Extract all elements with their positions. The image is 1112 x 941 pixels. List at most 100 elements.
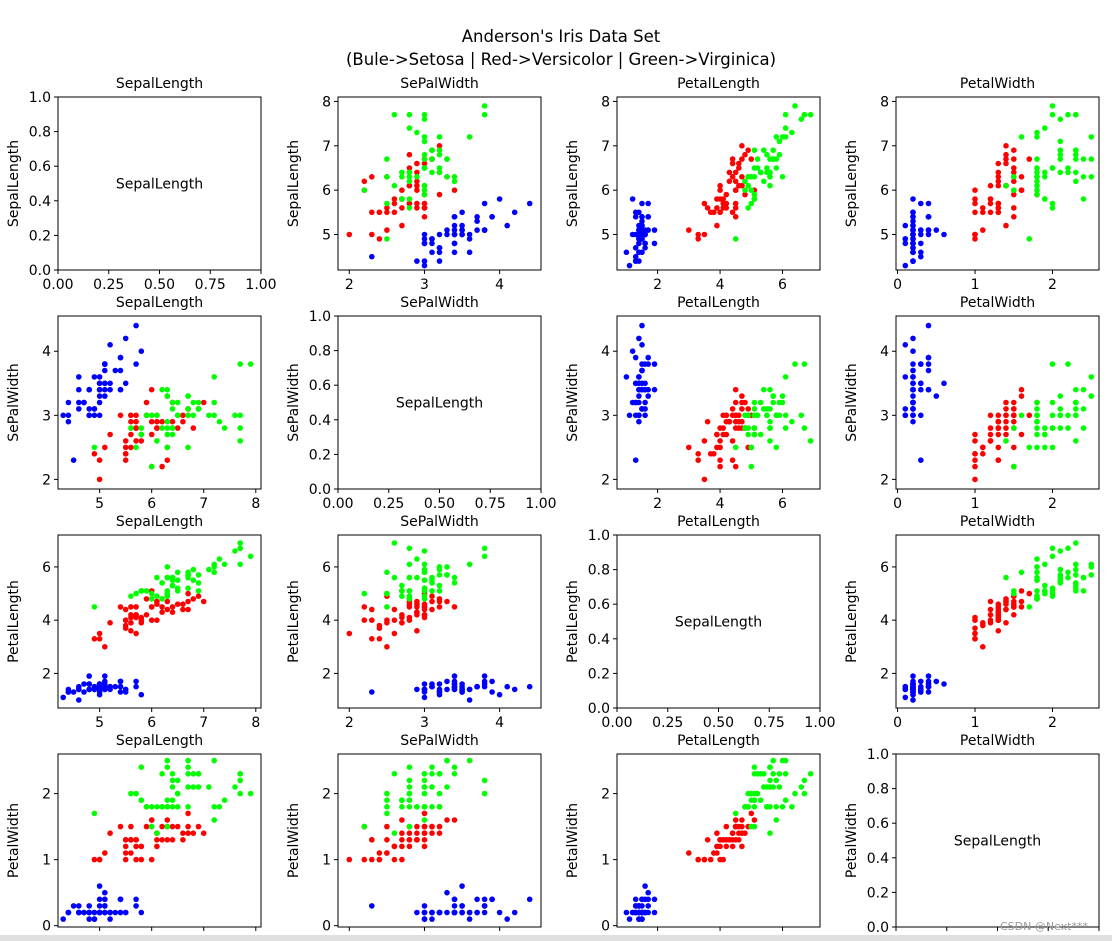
y-tick-label: 0.6 bbox=[29, 159, 51, 175]
data-point-setosa bbox=[526, 683, 533, 690]
data-point-versicolor bbox=[421, 843, 428, 850]
y-tick-label: 7 bbox=[880, 139, 889, 155]
data-point-versicolor bbox=[421, 205, 428, 211]
data-point-setosa bbox=[645, 200, 651, 207]
data-point-versicolor bbox=[995, 614, 1002, 621]
data-point-virginica bbox=[1034, 418, 1040, 425]
x-tick-label: 0 bbox=[893, 277, 902, 293]
data-point-virginica bbox=[1034, 129, 1040, 136]
y-tick-label: 0.4 bbox=[588, 632, 610, 648]
data-point-setosa bbox=[918, 231, 924, 238]
data-point-setosa bbox=[902, 240, 909, 247]
data-point-setosa bbox=[910, 214, 916, 220]
data-point-versicolor bbox=[972, 438, 978, 444]
data-point-versicolor bbox=[180, 830, 186, 836]
data-point-virginica bbox=[421, 569, 428, 576]
data-point-versicolor bbox=[117, 823, 124, 830]
data-point-virginica bbox=[148, 823, 155, 830]
x-tick-label: 2 bbox=[1048, 277, 1057, 293]
data-point-versicolor bbox=[406, 837, 413, 843]
data-point-versicolor bbox=[717, 463, 723, 470]
data-point-virginica bbox=[169, 577, 176, 583]
data-point-virginica bbox=[406, 574, 413, 581]
data-point-versicolor bbox=[436, 823, 443, 830]
diagonal-annotation: SepalLength bbox=[116, 177, 203, 193]
data-point-setosa bbox=[902, 222, 909, 229]
data-point-virginica bbox=[754, 156, 761, 162]
data-point-virginica bbox=[164, 444, 171, 451]
data-point-virginica bbox=[384, 156, 390, 162]
data-point-virginica bbox=[1049, 545, 1056, 552]
subplot-title: PetalWidth bbox=[960, 733, 1035, 749]
data-point-versicolor bbox=[729, 406, 736, 412]
data-point-versicolor bbox=[122, 457, 129, 464]
data-point-versicolor bbox=[122, 850, 129, 856]
data-point-setosa bbox=[421, 903, 428, 909]
data-point-virginica bbox=[169, 399, 176, 406]
data-point-versicolor bbox=[369, 174, 375, 180]
data-point-virginica bbox=[138, 764, 145, 770]
data-point-versicolor bbox=[1011, 612, 1017, 618]
data-point-setosa bbox=[459, 209, 465, 216]
data-point-virginica bbox=[1088, 174, 1095, 180]
y-tick-label: 0.8 bbox=[588, 563, 610, 579]
data-point-versicolor bbox=[436, 830, 443, 836]
data-point-versicolor bbox=[190, 596, 197, 602]
data-point-versicolor bbox=[1003, 160, 1009, 167]
data-point-virginica bbox=[1065, 425, 1071, 431]
data-point-versicolor bbox=[717, 438, 723, 444]
data-point-versicolor bbox=[717, 187, 723, 193]
x-tick-label: 0.00 bbox=[42, 277, 73, 293]
data-point-setosa bbox=[117, 689, 124, 695]
data-point-versicolor bbox=[732, 823, 739, 830]
data-point-versicolor bbox=[751, 817, 758, 823]
data-point-versicolor bbox=[995, 609, 1002, 615]
data-point-setosa bbox=[902, 686, 909, 693]
data-point-virginica bbox=[1049, 165, 1056, 171]
data-point-versicolor bbox=[376, 625, 383, 631]
y-tick-label: 3 bbox=[601, 408, 610, 424]
data-point-virginica bbox=[1042, 125, 1048, 131]
data-point-setosa bbox=[623, 909, 630, 916]
data-point-setosa bbox=[451, 673, 458, 679]
subplot-title: PetalWidth bbox=[960, 76, 1035, 92]
data-point-versicolor bbox=[195, 823, 202, 830]
data-point-virginica bbox=[1065, 545, 1071, 552]
data-point-virginica bbox=[414, 804, 420, 810]
data-point-setosa bbox=[76, 406, 82, 412]
data-point-versicolor bbox=[369, 636, 375, 642]
axes-frame bbox=[895, 96, 1100, 271]
data-point-versicolor bbox=[128, 612, 134, 618]
data-point-virginica bbox=[481, 111, 488, 118]
subplot-r1-c1: SePalWidth SePalWidth 0.0 0.2 0.4 0.6 0.8 1.0 0.… bbox=[286, 295, 557, 512]
data-point-virginica bbox=[164, 564, 171, 570]
data-point-setosa bbox=[910, 227, 916, 233]
data-point-setosa bbox=[481, 227, 488, 233]
data-point-virginica bbox=[406, 545, 413, 552]
data-point-virginica bbox=[195, 771, 202, 777]
data-point-setosa bbox=[910, 209, 916, 216]
data-point-virginica bbox=[782, 125, 789, 131]
data-point-setosa bbox=[918, 686, 924, 693]
x-tick-label: 3 bbox=[420, 277, 429, 293]
data-point-virginica bbox=[1042, 169, 1048, 176]
data-point-virginica bbox=[1073, 580, 1079, 586]
data-point-versicolor bbox=[972, 476, 978, 483]
data-point-virginica bbox=[732, 236, 739, 242]
data-point-virginica bbox=[1034, 596, 1040, 602]
data-point-virginica bbox=[779, 393, 786, 399]
y-tick-label: 2 bbox=[601, 787, 610, 803]
data-point-virginica bbox=[742, 425, 748, 431]
data-point-setosa bbox=[421, 231, 428, 238]
data-point-virginica bbox=[764, 169, 770, 176]
data-point-virginica bbox=[128, 790, 134, 797]
data-point-virginica bbox=[164, 418, 171, 425]
data-point-setosa bbox=[117, 386, 124, 393]
data-point-versicolor bbox=[1011, 169, 1017, 176]
data-point-virginica bbox=[399, 588, 405, 594]
data-point-virginica bbox=[1034, 412, 1040, 419]
data-point-setosa bbox=[444, 686, 450, 693]
data-point-virginica bbox=[1034, 431, 1040, 438]
data-point-setosa bbox=[474, 896, 480, 903]
data-point-virginica bbox=[190, 399, 197, 406]
